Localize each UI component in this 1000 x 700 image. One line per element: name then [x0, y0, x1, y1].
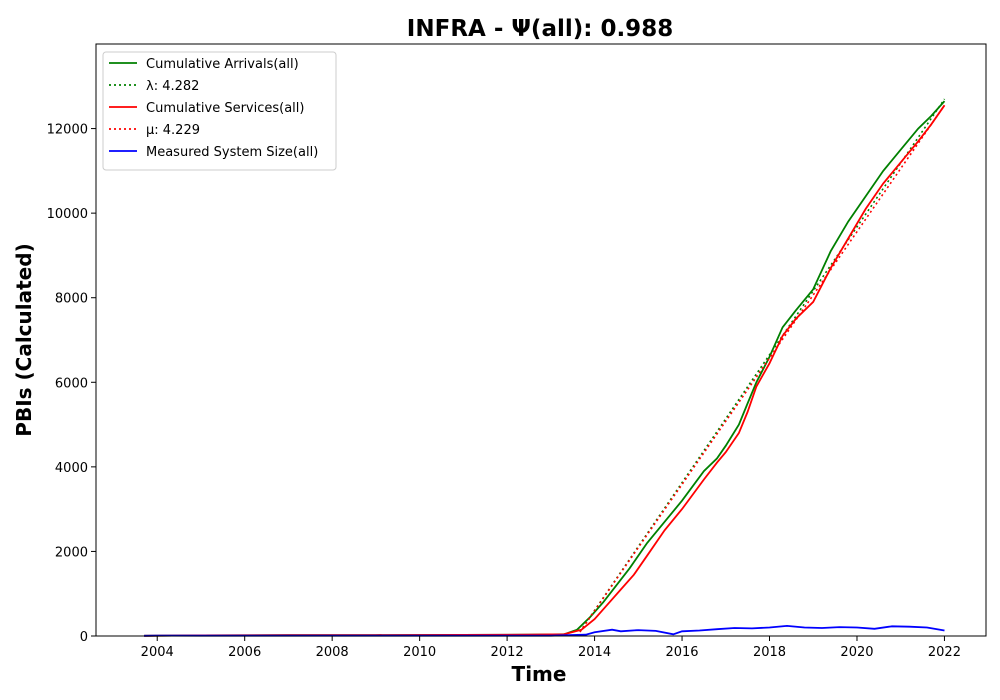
legend-label: Cumulative Services(all)	[146, 101, 304, 116]
x-tick-label: 2022	[928, 645, 961, 660]
series-line-0	[144, 100, 946, 637]
y-tick-label: 4000	[55, 461, 88, 476]
y-tick-label: 2000	[55, 545, 88, 560]
legend: Cumulative Arrivals(all) λ: 4.282 Cumulati…	[102, 51, 337, 171]
series-line-2	[144, 104, 946, 637]
x-tick-label: 2018	[753, 645, 786, 660]
legend-label: Cumulative Arrivals(all)	[146, 57, 299, 72]
series-layer	[144, 98, 946, 637]
series-line-1	[576, 98, 946, 637]
legend-box	[102, 51, 337, 171]
y-tick-label: 10000	[47, 207, 88, 222]
x-tick-label: 2012	[491, 645, 524, 660]
x-tick-label: 2010	[403, 645, 436, 660]
legend-label: μ: 4.229	[146, 123, 200, 138]
y-axis-label: PBIs (Calculated)	[12, 243, 36, 436]
x-tick-label: 2004	[141, 645, 174, 660]
legend-label: Measured System Size(all)	[146, 145, 318, 160]
series-line-3	[576, 104, 946, 637]
y-axis: 0 2000 4000 6000 8000 10000 12000	[47, 123, 96, 645]
y-tick-label: 0	[80, 630, 88, 645]
plot-frame	[95, 43, 987, 637]
chart-title: INFRA - Ψ(all): 0.988	[407, 16, 673, 42]
x-axis-label: Time	[512, 662, 567, 686]
x-tick-label: 2006	[228, 645, 261, 660]
y-tick-label: 12000	[47, 123, 88, 138]
x-tick-label: 2016	[665, 645, 698, 660]
x-axis: 2004 2006 2008 2010 2012 2014 2016 2018 2020 2022	[141, 636, 961, 660]
y-tick-label: 8000	[55, 292, 88, 307]
plot-area	[95, 43, 987, 637]
x-tick-label: 2014	[578, 645, 611, 660]
legend-label: λ: 4.282	[146, 79, 199, 94]
x-tick-label: 2020	[840, 645, 873, 660]
x-tick-label: 2008	[316, 645, 349, 660]
y-tick-label: 6000	[55, 376, 88, 391]
